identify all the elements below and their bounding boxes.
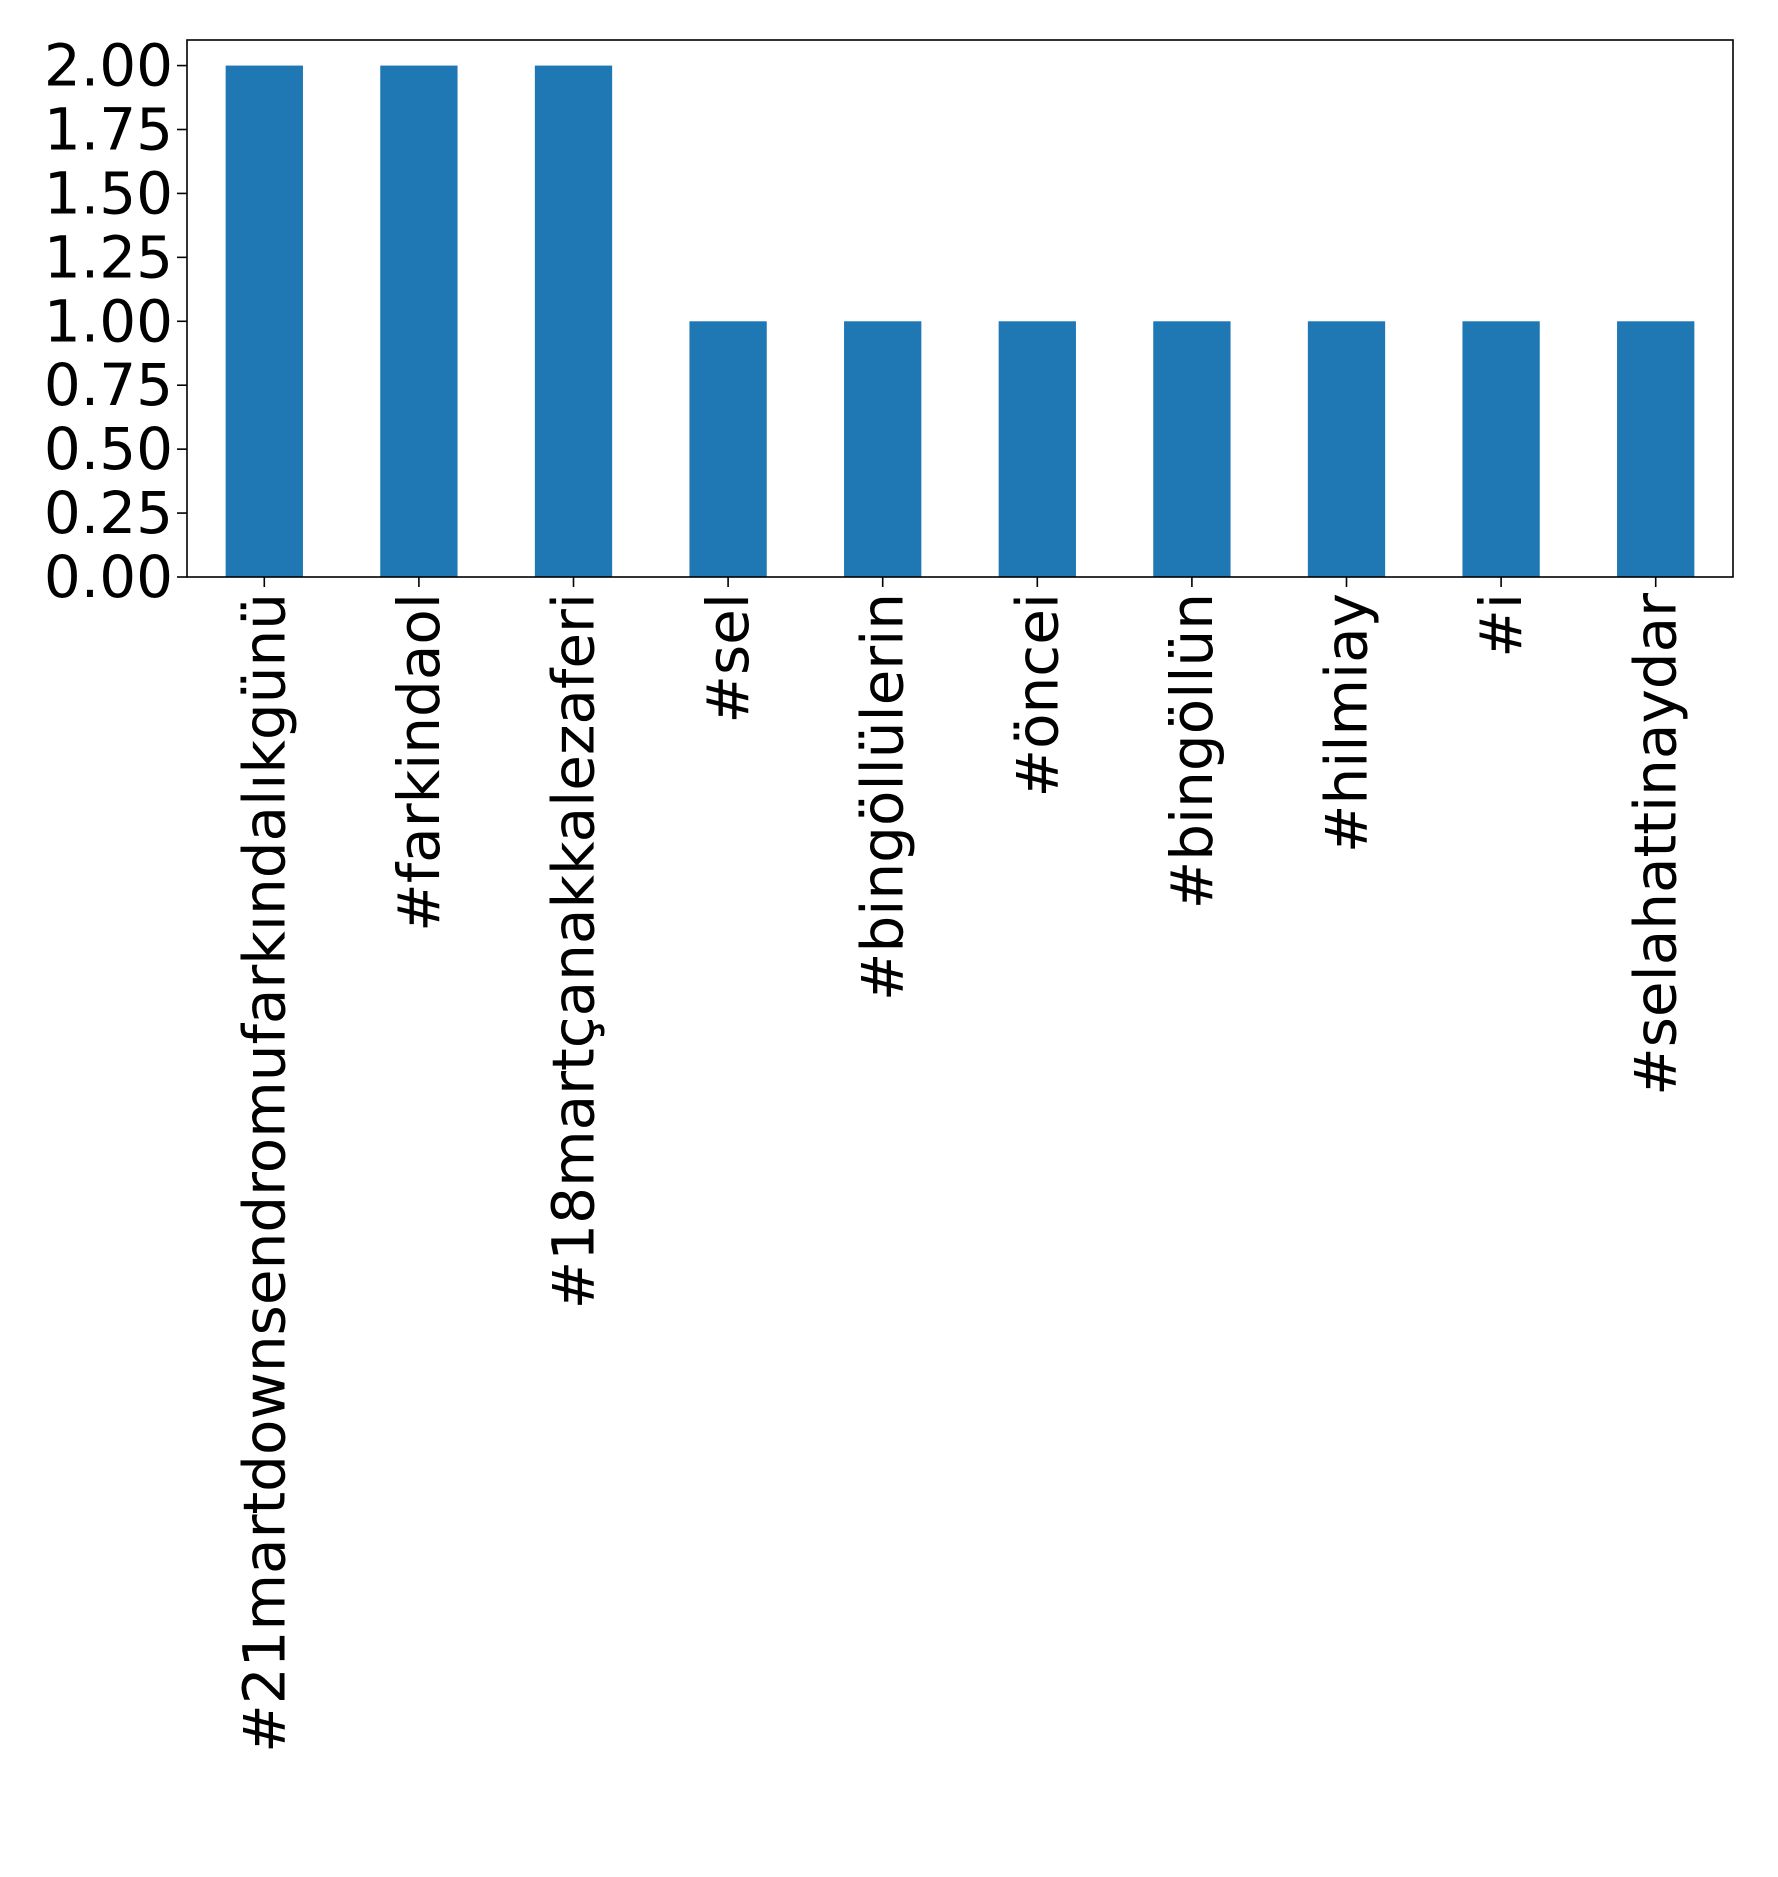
x-tick-label: #i bbox=[1467, 593, 1535, 658]
bar-5 bbox=[844, 321, 922, 577]
x-tick-label: #hilmiay bbox=[1313, 593, 1381, 853]
x-axis: #21martdownsendromufarkındalıkgünü #farki… bbox=[230, 577, 1690, 1753]
y-tick-label: 2.00 bbox=[44, 32, 173, 100]
bar-9 bbox=[1462, 321, 1540, 577]
bar-4 bbox=[689, 321, 767, 577]
bar-3 bbox=[534, 65, 613, 578]
plot-area-frame bbox=[186, 39, 1734, 578]
y-axis: 0.000.250.500.751.001.251.501.752.00 bbox=[44, 32, 187, 611]
y-tick-label: 1.50 bbox=[44, 159, 173, 227]
y-tick-label: 0.75 bbox=[44, 351, 173, 419]
bar-8 bbox=[1307, 321, 1386, 577]
bar-6 bbox=[998, 321, 1076, 577]
x-tick-label: #18martçanakkalezaferi bbox=[540, 593, 608, 1309]
x-tick-label: #selahattinaydar bbox=[1622, 593, 1690, 1096]
bar-1 bbox=[225, 65, 303, 578]
x-tick-label: #21martdownsendromufarkındalıkgünü bbox=[230, 593, 298, 1753]
bar-7 bbox=[1153, 321, 1231, 577]
y-tick-label: 1.00 bbox=[44, 287, 173, 355]
y-tick-label: 1.75 bbox=[44, 96, 173, 164]
x-tick-label: #sel bbox=[694, 593, 762, 724]
bar-2 bbox=[380, 65, 458, 578]
x-tick-label: #öncei bbox=[1003, 593, 1071, 798]
y-tick-label: 0.00 bbox=[44, 543, 173, 611]
y-tick-label: 0.50 bbox=[44, 415, 173, 483]
x-tick-label: #bingöllülerin bbox=[849, 593, 917, 1001]
y-tick-label: 0.25 bbox=[44, 479, 173, 547]
bars-layer bbox=[225, 65, 1695, 578]
y-tick-label: 1.25 bbox=[44, 223, 173, 291]
x-tick-label: #bingöllün bbox=[1158, 593, 1226, 909]
x-tick-label: #farkindaol bbox=[385, 593, 453, 932]
bar-10 bbox=[1617, 321, 1695, 577]
